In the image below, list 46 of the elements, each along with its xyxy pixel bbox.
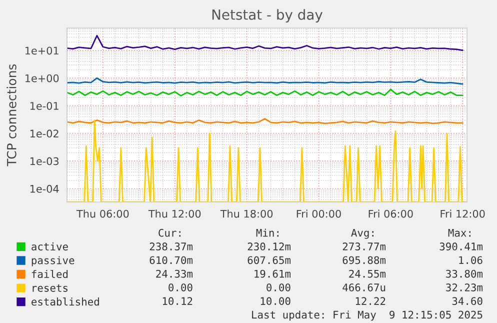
text: Cur: — [158, 228, 180, 237]
chart-title: Netstat - by day — [212, 9, 323, 23]
line-series — [67, 88, 464, 96]
x-tick-label: Fri 12:00 — [440, 210, 485, 218]
x-tick-label: Thu 18:00 — [220, 210, 273, 218]
text: Last update: Fri May 9 12:15:05 2025 — [252, 310, 482, 321]
text: 12.22 — [356, 297, 386, 305]
text: 390.41m — [440, 242, 483, 250]
y-tick-label: 1e+01 — [25, 46, 58, 55]
text: 230.12m — [248, 242, 291, 250]
text: 10.12 — [162, 297, 192, 306]
y-tick-label: 1e-04 — [30, 184, 59, 193]
x-tick-label: Fri 00:00 — [296, 210, 341, 218]
text: 34.60 — [452, 297, 482, 306]
text: Max: — [448, 229, 470, 237]
x-tick-label: Thu 12:00 — [148, 210, 201, 218]
text: 610.70m — [150, 256, 193, 264]
text: 24.55m — [349, 270, 386, 278]
legend-label: failed — [32, 270, 68, 278]
text: Min: — [256, 228, 278, 237]
text: 19.61m — [254, 270, 291, 278]
text: 32.23m — [446, 283, 483, 292]
text: 1.06 — [459, 256, 482, 264]
text: 33.80m — [446, 270, 483, 278]
text: Avg: — [351, 228, 374, 239]
text: 466.67u — [342, 283, 386, 292]
legend-label: active — [32, 242, 68, 250]
legend-label: passive — [32, 256, 74, 266]
y-tick-label: 1e+00 — [25, 74, 59, 82]
x-tick-label: Fri 06:00 — [368, 210, 413, 218]
legend-label: established — [32, 298, 99, 306]
text: 607.65m — [248, 256, 291, 264]
y-tick-label: 1e-02 — [30, 130, 58, 138]
line-series — [67, 34, 464, 52]
y-tick-label: 1e-01 — [30, 102, 58, 110]
y-tick-label: 1e-03 — [30, 157, 59, 166]
legend-label: resets — [32, 284, 68, 292]
text: 238.37m — [150, 242, 193, 250]
text: 695.88m — [342, 256, 386, 264]
x-tick-label: Thu 06:00 — [76, 210, 129, 218]
text: 0.00 — [266, 283, 290, 292]
y-axis-title: TCP connections — [6, 64, 16, 166]
text: 24.33m — [156, 270, 193, 278]
text: 0.00 — [168, 283, 192, 292]
text: 273.77m — [342, 242, 386, 250]
text: 10.00 — [260, 297, 290, 306]
